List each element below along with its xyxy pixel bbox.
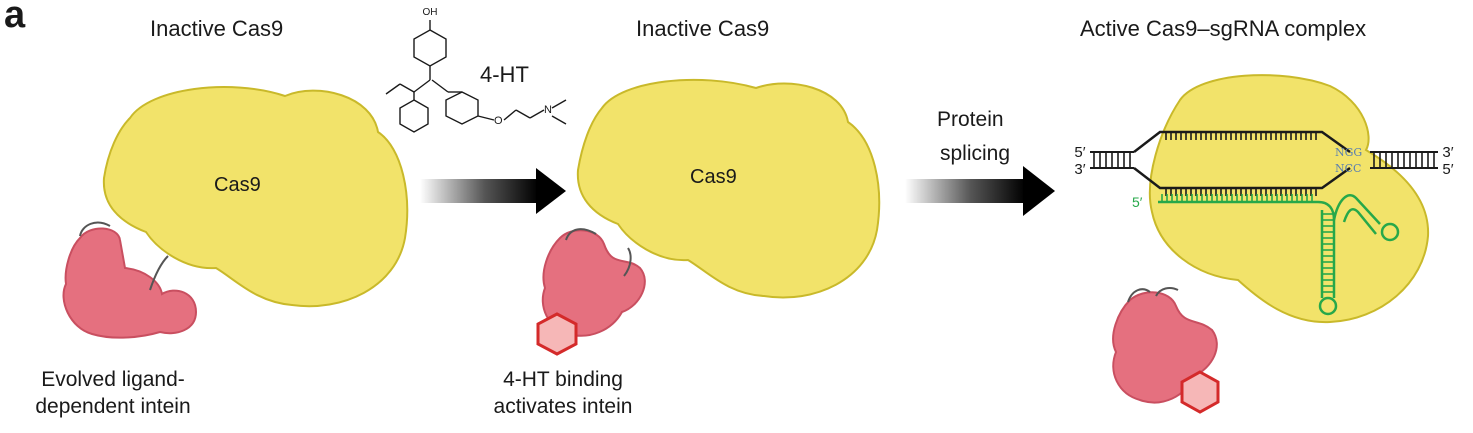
caption-left-line2: dependent intein [35,395,191,418]
cas9-protein-middle [576,78,881,299]
reaction-arrow-2 [905,166,1055,216]
step-label-line2: splicing [940,142,1011,165]
ligand-name: 4-HT [480,62,529,87]
sgrna [1158,194,1400,316]
dna-left-top-end: 5′ [1074,144,1085,161]
step-label-line1: Protein [937,108,1004,131]
panel-label: a [4,0,26,36]
4ht-ligand-hexagon-right [1180,370,1220,414]
intein-left [62,221,198,339]
cas9-protein-left [102,86,409,308]
target-dna [1090,130,1438,196]
caption-left-line1: Evolved ligand- [41,368,185,391]
4ht-ligand-hexagon-middle [536,312,578,356]
title-middle: Inactive Cas9 [636,16,770,41]
dna-right-top-end: 3′ [1442,144,1453,161]
pam-bottom-label: NCC [1335,162,1361,175]
caption-middle: 4-HT binding activates intein [478,366,648,420]
cas9-label-middle: Cas9 [690,166,737,188]
cas9-protein-right [1148,74,1430,324]
dna-left-bottom-end: 3′ [1074,161,1085,178]
caption-left: Evolved ligand- dependent intein [18,366,208,420]
caption-middle-line2: activates intein [493,395,633,418]
pam-top-label: NGG [1335,146,1362,159]
title-left: Inactive Cas9 [150,16,284,41]
amine-nitrogen-label: N [544,104,552,116]
title-right: Active Cas9–sgRNA complex [1080,16,1367,41]
caption-middle-line1: 4-HT binding [503,368,623,391]
cas9-label-left: Cas9 [214,174,261,196]
ether-oxygen-label: O [494,115,503,127]
reaction-arrow-1 [420,168,566,214]
intein-middle [541,228,646,337]
oh-group-label: OH [423,7,438,18]
dna-right-bottom-end: 5′ [1442,161,1453,178]
4ht-molecule-structure [385,20,567,133]
sgrna-5prime-label: 5′ [1132,194,1143,210]
